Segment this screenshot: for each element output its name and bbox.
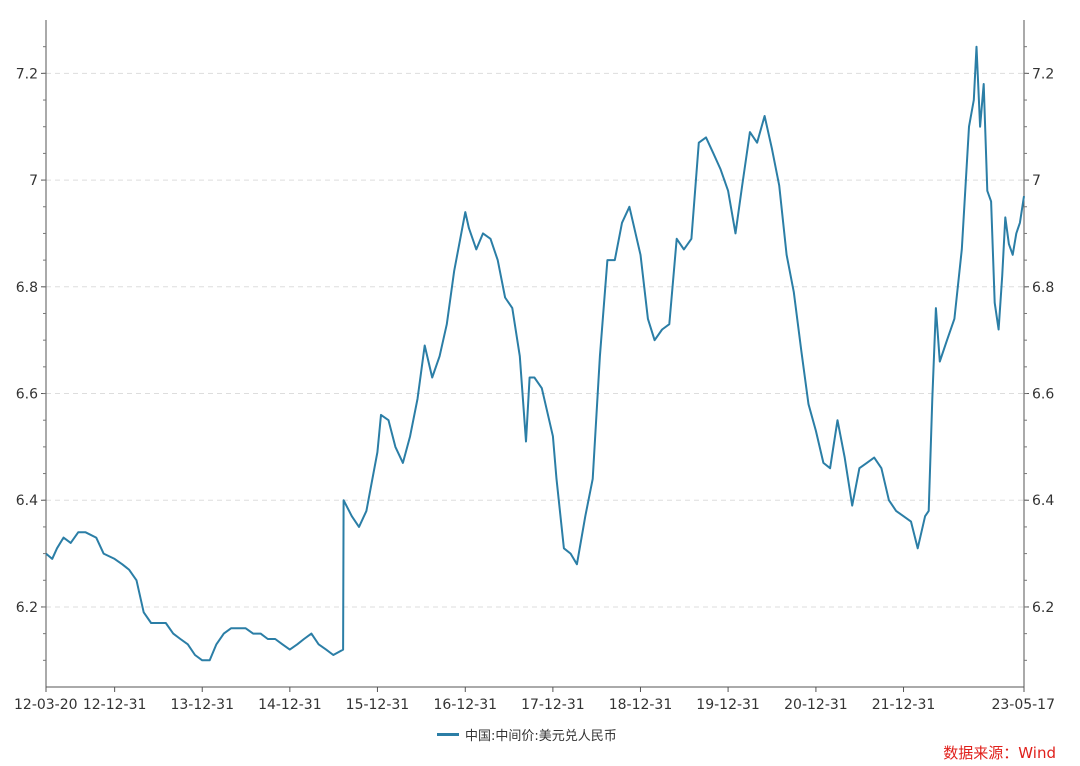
x-tick-label: 21-12-31 bbox=[872, 697, 936, 713]
axis-ticks: 6.2 6.2 6.4 6.4 6.6 6.6 6.8 6.8 7 7 7.2 7.2 12-03-20… bbox=[14, 46, 1055, 713]
x-tick-label: 18-12-31 bbox=[609, 697, 673, 713]
x-tick-label: 15-12-31 bbox=[346, 697, 410, 713]
x-tick-label: 16-12-31 bbox=[434, 697, 498, 713]
y-tick-label-right: 7 bbox=[1032, 173, 1041, 189]
x-tick-label: 12-12-31 bbox=[83, 697, 147, 713]
y-tick-label-left: 6.4 bbox=[16, 493, 38, 509]
y-tick-label-right: 6.6 bbox=[1032, 387, 1054, 403]
x-tick-label: 17-12-31 bbox=[521, 697, 585, 713]
y-tick-label-right: 6.4 bbox=[1032, 493, 1054, 509]
y-tick-label-right: 6.2 bbox=[1032, 600, 1054, 616]
x-tick-label: 13-12-31 bbox=[170, 697, 234, 713]
y-tick-label-left: 7 bbox=[29, 173, 38, 189]
x-tick-label: 19-12-31 bbox=[696, 697, 760, 713]
legend-swatch bbox=[437, 732, 459, 736]
y-tick-label-left: 6.6 bbox=[16, 387, 38, 403]
y-tick-label-left: 6.8 bbox=[16, 280, 38, 296]
y-tick-label-right: 6.8 bbox=[1032, 280, 1054, 296]
x-tick-label: 14-12-31 bbox=[258, 697, 322, 713]
y-tick-label-left: 7.2 bbox=[16, 66, 38, 82]
series-line bbox=[45, 45, 1025, 662]
legend-label: 中国:中间价:美元兑人民币 bbox=[465, 728, 617, 744]
x-tick-label: 12-03-20 bbox=[14, 697, 78, 713]
legend: 中国:中间价:美元兑人民币 bbox=[437, 724, 617, 744]
y-tick-label-right: 7.2 bbox=[1032, 66, 1054, 82]
x-tick-label: 23-05-17 bbox=[991, 697, 1055, 713]
gridlines bbox=[46, 72, 1024, 608]
y-tick-label-left: 6.2 bbox=[16, 600, 38, 616]
data-source-note: 数据来源：Wind bbox=[943, 744, 1056, 762]
x-tick-label: 20-12-31 bbox=[784, 697, 848, 713]
series-layer bbox=[45, 45, 1025, 662]
